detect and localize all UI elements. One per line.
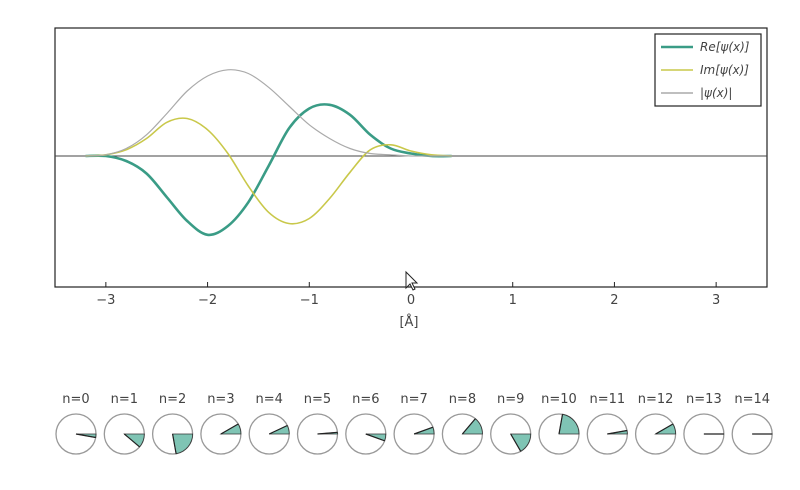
dial-1: n=1: [103, 392, 145, 455]
dial-hand: [558, 414, 564, 435]
dial-11: n=11: [586, 392, 628, 455]
dial-14: n=14: [731, 392, 773, 455]
series-abs: [85, 69, 452, 157]
cursor-arrow-icon: [405, 270, 419, 291]
x-tick-label: 2: [610, 293, 618, 308]
dial-hand: [75, 433, 96, 439]
dial-hand: [607, 429, 628, 435]
x-axis-label: [Å]: [399, 314, 418, 330]
dial-12: n=12: [634, 392, 677, 455]
x-tick-label: 1: [509, 293, 517, 308]
dial-hand: [655, 423, 674, 435]
dial-hand: [317, 431, 338, 435]
dial-label: n=8: [449, 392, 476, 407]
series-re: [85, 103, 452, 237]
dial-label: n=10: [541, 392, 577, 407]
x-axis: −3 −2 −1 0 1 2 3: [96, 282, 720, 308]
dial-hand: [365, 433, 385, 442]
dial-row: n=0 n=1 n=2 n=3 n=4 n=5 n=6 n=7 n=8 n=9 n=10 n=11 n=…: [55, 392, 773, 455]
dial-label: n=13: [686, 392, 722, 407]
dial-9: n=9: [490, 392, 532, 455]
dial-phase-wedge: [510, 433, 532, 452]
dial-hand: [172, 433, 177, 454]
x-tick-label: 0: [407, 293, 415, 308]
dial-hand: [413, 426, 434, 435]
series-layer: [85, 69, 452, 237]
dial-label: n=1: [111, 392, 138, 407]
dial-label: n=7: [400, 392, 427, 407]
x-tick-label: −1: [300, 293, 319, 308]
dial-0: n=0: [55, 392, 97, 455]
dial-label: n=0: [62, 392, 89, 407]
dial-label: n=9: [497, 392, 524, 407]
dial-10: n=10: [538, 392, 580, 455]
dial-label: n=2: [159, 392, 186, 407]
legend-label-re: Re[ψ(x)]: [700, 40, 750, 54]
series-im: [85, 117, 452, 225]
dial-label: n=12: [638, 392, 674, 407]
dial-5: n=5: [296, 392, 339, 455]
dial-hand: [220, 423, 239, 435]
legend: Re[ψ(x)] Im[ψ(x)] |ψ(x)|: [654, 33, 762, 107]
dial-label: n=4: [255, 392, 282, 407]
x-tick-label: −3: [96, 293, 115, 308]
legend-label-abs: |ψ(x)|: [700, 86, 732, 100]
dial-2: n=2: [151, 392, 194, 455]
dial-hand: [268, 424, 288, 435]
x-tick-label: −2: [198, 293, 217, 308]
dial-label: n=3: [207, 392, 234, 407]
dial-13: n=13: [683, 392, 725, 455]
dial-hand: [461, 418, 476, 435]
x-tick-label: 3: [712, 293, 720, 308]
dial-7: n=7: [393, 392, 435, 455]
dial-hand: [123, 433, 140, 448]
dial-3: n=3: [200, 392, 242, 455]
dial-label: n=5: [304, 392, 331, 407]
dial-label: n=6: [352, 392, 379, 407]
dial-label: n=11: [589, 392, 625, 407]
dial-hand: [510, 433, 522, 452]
legend-label-im: Im[ψ(x)]: [700, 63, 749, 77]
dial-6: n=6: [345, 392, 387, 455]
dial-label: n=14: [734, 392, 770, 407]
dial-4: n=4: [248, 392, 290, 455]
dial-8: n=8: [441, 392, 484, 455]
